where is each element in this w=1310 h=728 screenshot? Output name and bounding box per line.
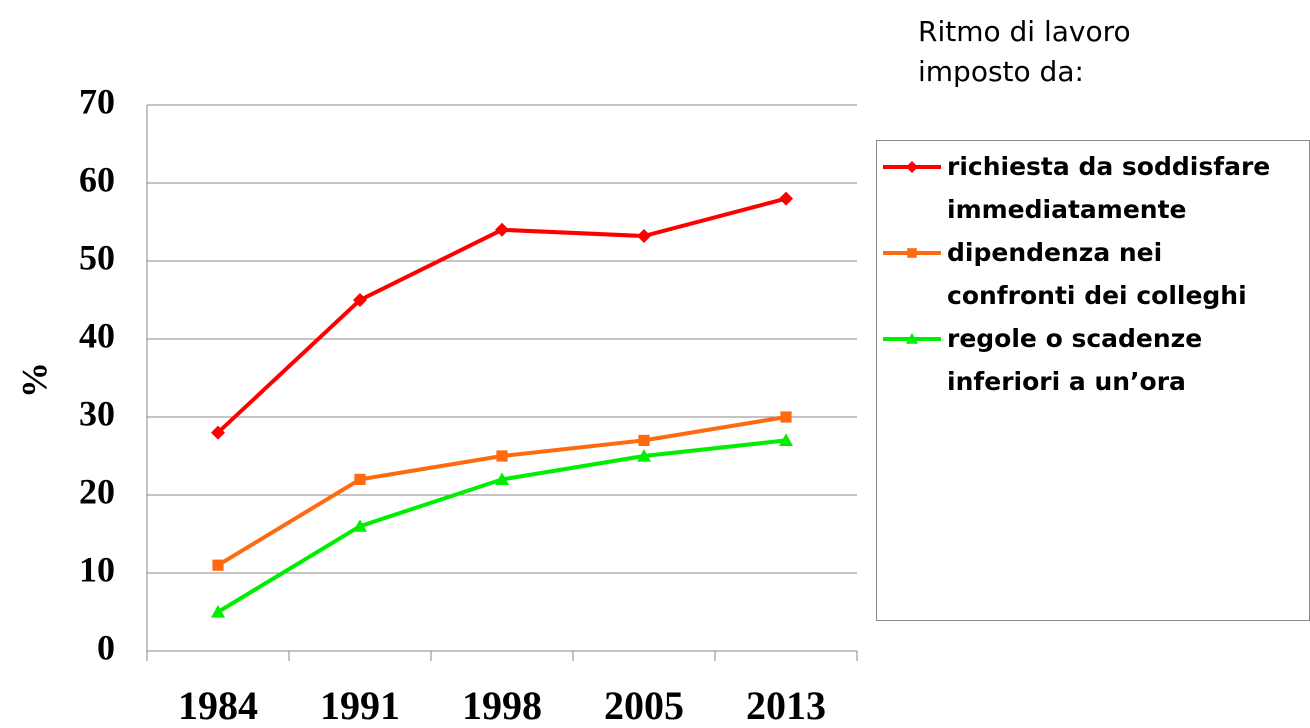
y-tick-label: 30 — [79, 393, 115, 433]
legend-swatch — [883, 333, 941, 344]
marker — [907, 248, 917, 258]
legend-swatch — [883, 161, 941, 173]
marker — [496, 450, 508, 462]
marker — [354, 473, 366, 485]
x-tick-label: 1991 — [320, 683, 400, 728]
marker — [906, 333, 918, 344]
x-tick-label: 1998 — [462, 683, 542, 728]
marker — [211, 425, 225, 440]
y-tick-label: 20 — [79, 471, 115, 511]
marker — [637, 449, 651, 462]
marker — [211, 605, 225, 618]
legend-entry: regole o scadenze inferiori a un’ora — [877, 317, 1309, 403]
annotation: Ritmo di lavoro imposto da: — [918, 15, 1131, 88]
series-line — [216, 415, 787, 567]
legend-label: regole o scadenze inferiori a un’ora — [947, 324, 1203, 396]
chart: % 0 10 20 30 40 50 60 70 1984 1991 1998 2005 2013 — [14, 81, 858, 728]
y-tick-label: 10 — [79, 549, 115, 589]
marker — [779, 433, 793, 446]
y-axis-label: % — [14, 362, 54, 398]
x-tick-label: 2013 — [746, 683, 826, 728]
marker — [637, 229, 651, 244]
y-tick-label: 60 — [79, 159, 115, 199]
marker — [906, 161, 918, 173]
legend-swatch — [883, 248, 941, 258]
x-tick-label: 1984 — [178, 683, 258, 728]
legend-label: richiesta da soddisfare immediatamente — [947, 152, 1271, 224]
legend-entry: dipendenza nei confronti dei colleghi — [877, 231, 1309, 317]
marker — [780, 411, 792, 423]
legend-entry: richiesta da soddisfare immediatamente — [877, 145, 1309, 231]
y-tick-label: 50 — [79, 237, 115, 277]
y-tick-label: 40 — [79, 315, 115, 355]
legend: richiesta da soddisfare immediatamente di… — [876, 140, 1310, 621]
marker — [495, 472, 509, 485]
marker — [353, 293, 367, 307]
marker — [495, 222, 509, 237]
marker — [212, 559, 224, 571]
marker — [638, 434, 650, 446]
marker — [779, 191, 793, 206]
y-tick-label: 70 — [79, 81, 115, 121]
marker — [353, 519, 367, 532]
legend-label: dipendenza nei confronti dei colleghi — [947, 238, 1247, 310]
series-line — [216, 438, 787, 614]
x-tick-label: 2005 — [604, 683, 684, 728]
y-tick-label: 0 — [97, 627, 115, 667]
